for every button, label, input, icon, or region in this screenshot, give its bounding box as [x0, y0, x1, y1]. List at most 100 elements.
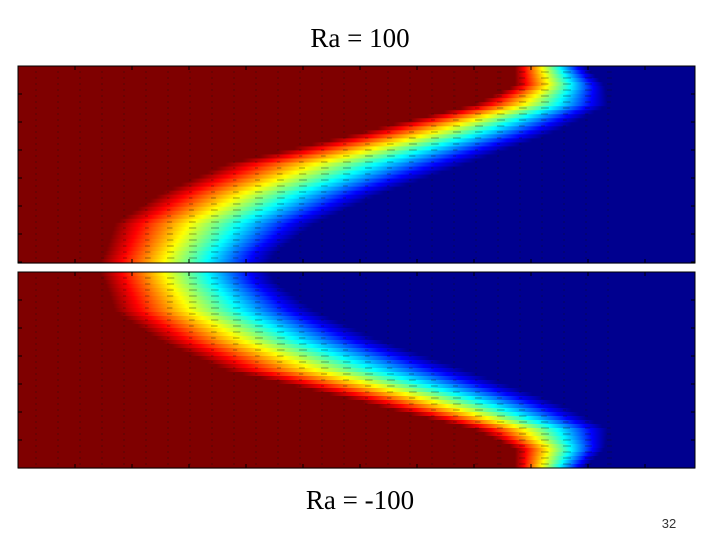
heatmap-row: [18, 404, 695, 409]
heatmap-row: [18, 242, 695, 248]
heatmap-row: [18, 392, 695, 397]
heatmap-row: [18, 328, 695, 333]
heatmap-row: [18, 162, 695, 168]
heatmap-row: [18, 396, 695, 401]
heatmap-row: [18, 198, 695, 204]
heatmap-row: [18, 154, 695, 160]
heatmap-row: [18, 352, 695, 357]
heatmap-row: [18, 296, 695, 301]
heatmap-row: [18, 436, 695, 441]
heatmap-row: [18, 178, 695, 184]
heatmap-row: [18, 416, 695, 421]
heatmap-row: [18, 412, 695, 417]
heatmap-row: [18, 372, 695, 377]
heatmap-row: [18, 400, 695, 405]
heatmap-row: [18, 106, 695, 111]
heatmap-row: [18, 182, 695, 188]
heatmap-row: [18, 98, 695, 103]
heatmap-row: [18, 376, 695, 381]
heatmap-row: [18, 78, 695, 83]
heatmap-row: [18, 272, 695, 277]
heatmap-row: [18, 254, 695, 260]
heatmap-row: [18, 388, 695, 393]
heatmap-row: [18, 166, 695, 172]
heatmap-row: [18, 226, 695, 232]
heatmap-row: [18, 122, 695, 127]
heatmap-row: [18, 118, 695, 123]
heatmap-row: [18, 218, 695, 224]
velocity-arrows: [35, 277, 613, 465]
heatmap-row: [18, 424, 695, 429]
heatmap-row: [18, 408, 695, 413]
heatmap-row: [18, 324, 695, 329]
heatmap-row: [18, 110, 695, 115]
heatmap-row: [18, 316, 695, 321]
heatmap-row: [18, 134, 695, 139]
heatmap-row: [18, 66, 695, 71]
heatmap-row: [18, 146, 695, 152]
heatmap-row: [18, 380, 695, 385]
heatmap-row: [18, 170, 695, 176]
heatmap-row: [18, 428, 695, 433]
heatmap-row: [18, 230, 695, 236]
heatmap-row: [18, 448, 695, 453]
top-label: Ra = 100: [310, 23, 409, 53]
heatmap-row: [18, 206, 695, 212]
heatmap-row: [18, 210, 695, 216]
heatmap-row: [18, 186, 695, 192]
heatmap-row: [18, 320, 695, 325]
heatmap-row: [18, 234, 695, 240]
heatmap-row: [18, 114, 695, 119]
heatmap-row: [18, 130, 695, 135]
panels: [17, 65, 696, 469]
heatmap-row: [18, 174, 695, 180]
heatmap-row: [18, 250, 695, 256]
heatmap-row: [18, 280, 695, 285]
frame-ticks: [18, 272, 695, 468]
heatmap-row: [18, 344, 695, 349]
heatmap-row: [18, 340, 695, 345]
heatmap-row: [18, 288, 695, 293]
heatmap-row: [18, 158, 695, 164]
heatmap-row: [18, 284, 695, 289]
heatmap-row: [18, 304, 695, 309]
heatmap-row: [18, 356, 695, 361]
heatmap-row: [18, 440, 695, 445]
heatmap-row: [18, 336, 695, 341]
heatmap-row: [18, 456, 695, 461]
heatmap-row: [18, 464, 695, 469]
panel-frame: [17, 271, 696, 469]
heatmap-row: [18, 86, 695, 91]
heatmap-row: [18, 368, 695, 373]
heatmap-row: [18, 138, 695, 143]
heatmap-row: [18, 384, 695, 389]
heatmap-row: [18, 214, 695, 220]
heatmap-row: [18, 82, 695, 87]
heatmap-row: [18, 70, 695, 75]
heatmap-row: [18, 300, 695, 305]
heatmap-row: [18, 276, 695, 281]
heatmap-panel: [17, 271, 696, 469]
heatmap-row: [18, 432, 695, 437]
heatmap-row: [18, 102, 695, 107]
heatmap-row: [18, 150, 695, 156]
heatmap-row: [18, 202, 695, 208]
heatmap-row: [18, 348, 695, 353]
heatmap-row: [18, 94, 695, 99]
heatmap-row: [18, 90, 695, 95]
heatmap-row: [18, 222, 695, 228]
heatmap-row: [18, 444, 695, 449]
heatmap-row: [18, 460, 695, 465]
heatmap-row: [18, 238, 695, 244]
heatmap-row: [18, 364, 695, 369]
heatmap-row: [18, 292, 695, 297]
bottom-label: Ra = -100: [306, 485, 414, 515]
heatmap-row: [18, 360, 695, 365]
panel-frame: [17, 65, 696, 264]
heatmap-row: [18, 194, 695, 200]
frame-ticks: [18, 66, 695, 263]
heatmap-row: [18, 190, 695, 196]
heatmap-row: [18, 452, 695, 457]
